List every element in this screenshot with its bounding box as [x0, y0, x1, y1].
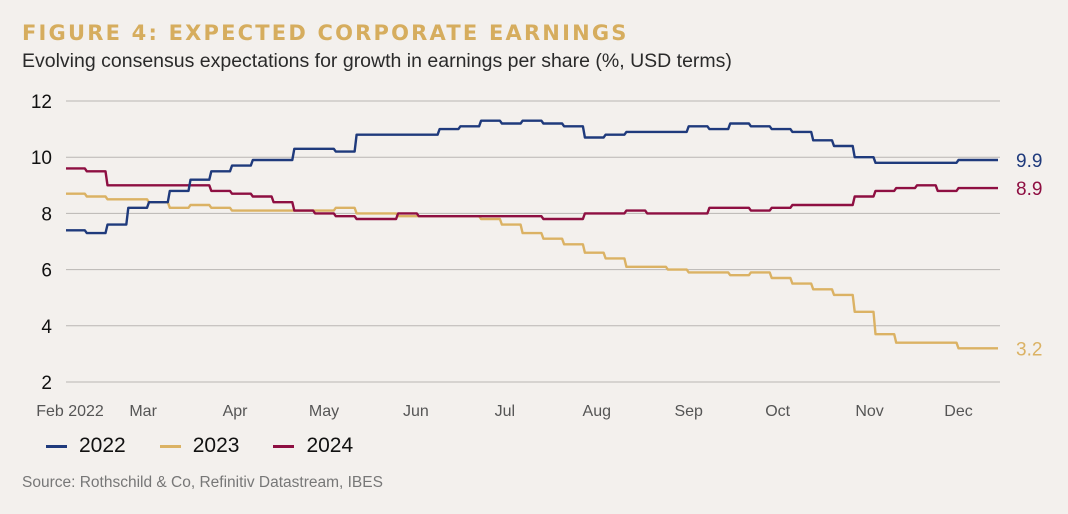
legend-item-2024: 2024: [273, 434, 353, 458]
end-label-2022: 9.9: [1016, 151, 1042, 172]
chart-title: FIGURE 4: EXPECTED CORPORATE EARNINGS: [22, 21, 629, 45]
x-tick-label: Oct: [765, 403, 790, 420]
x-tick-label: Mar: [129, 403, 157, 420]
x-tick-label: Apr: [223, 403, 249, 420]
x-tick-label: Nov: [855, 403, 883, 420]
chart-subtitle: Evolving consensus expectations for grow…: [22, 50, 732, 72]
legend-label-2024: 2024: [306, 434, 354, 457]
y-tick-label: 6: [41, 261, 52, 282]
x-tick-label: Jun: [403, 403, 429, 420]
legend-swatch-2024: [273, 444, 295, 448]
legend-item-2022: 2022: [46, 434, 126, 458]
y-tick-label: 2: [41, 373, 52, 394]
y-tick-label: 4: [41, 317, 52, 338]
x-tick-label: Feb 2022: [36, 403, 104, 420]
legend-swatch-2022: [46, 444, 67, 448]
y-tick-label: 8: [41, 204, 52, 225]
y-tick-label: 10: [31, 148, 52, 169]
series-line-2022: [66, 119, 998, 235]
legend-swatch-2023: [159, 444, 181, 448]
end-label-2023: 3.2: [1016, 339, 1042, 360]
series-line-2024: [66, 167, 998, 221]
end-label-2024: 8.9: [1016, 179, 1042, 200]
x-tick-label: Jul: [495, 403, 515, 420]
x-tick-label: Aug: [583, 403, 611, 420]
x-tick-label: Sep: [674, 403, 703, 420]
x-tick-label: Dec: [944, 403, 972, 420]
y-tick-label: 12: [31, 92, 52, 113]
x-tick-label: May: [309, 403, 339, 420]
legend-item-2023: 2023: [159, 434, 240, 458]
legend-label-2022: 2022: [79, 434, 126, 457]
source-note: Source: Rothschild & Co, Refinitiv Datas…: [22, 474, 383, 491]
series-line-2023: [66, 192, 998, 350]
legend: 2022 2023 2024: [46, 434, 387, 458]
legend-label-2023: 2023: [192, 434, 240, 457]
